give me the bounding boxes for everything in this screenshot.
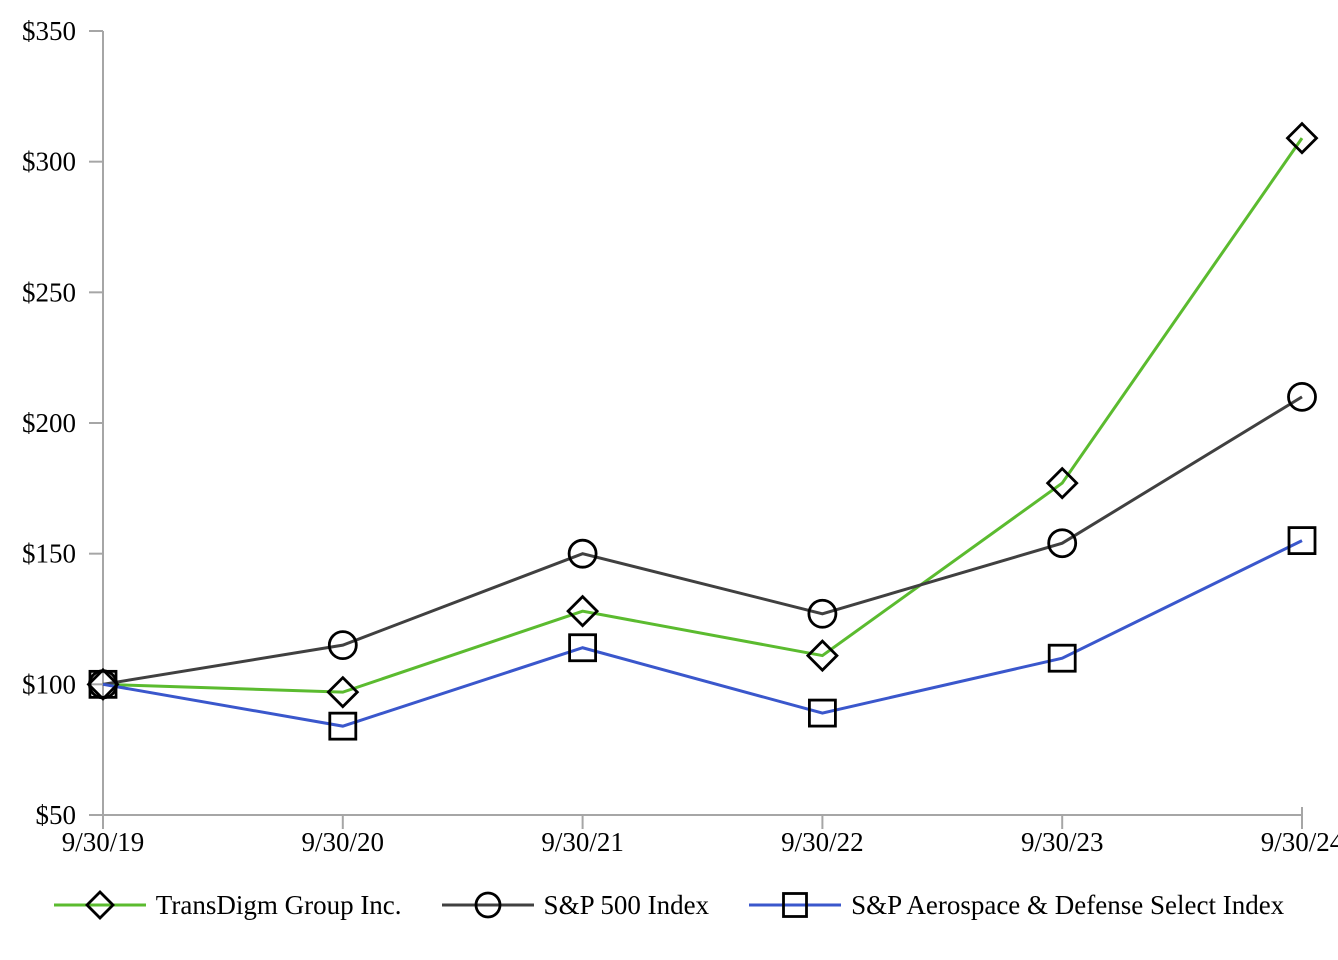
diamond-marker-transdigm <box>566 594 600 628</box>
legend-label-aerospace-defense: S&P Aerospace & Defense Select Index <box>851 889 1285 920</box>
x-axis-tick-label: 9/30/24 <box>1261 827 1338 857</box>
diamond-marker-transdigm <box>1045 466 1079 500</box>
square-marker-aerospace-defense <box>88 669 118 699</box>
circle-marker-sp500 <box>1287 381 1317 412</box>
legend-item-aerospace-defense: S&P Aerospace & Defense Select Index <box>749 888 1284 922</box>
x-axis-tick-label: 9/30/21 <box>541 827 624 857</box>
square-marker-aerospace-defense-legend <box>782 892 808 918</box>
legend-item-sp500: S&P 500 Index <box>441 888 710 922</box>
legend-label-sp500: S&P 500 Index <box>543 889 710 920</box>
diamond-marker-icon <box>53 890 146 920</box>
square-marker-aerospace-defense <box>1047 643 1077 673</box>
square-marker-icon <box>749 892 842 918</box>
circle-marker-sp500 <box>327 630 358 661</box>
x-axis-tick-label: 9/30/20 <box>302 827 385 857</box>
diamond-marker-transdigm-legend <box>84 890 115 920</box>
x-axis-tick-label: 9/30/22 <box>781 827 864 857</box>
circle-marker-sp500 <box>807 598 838 629</box>
legend: TransDigm Group Inc. S&P 500 Index S&P A… <box>0 888 1338 922</box>
legend-item-transdigm: TransDigm Group Inc. <box>53 888 402 922</box>
square-marker-aerospace-defense <box>568 633 597 663</box>
circle-marker-icon <box>441 891 534 919</box>
diamond-marker-transdigm <box>1285 121 1319 155</box>
x-axis-tick-label: 9/30/19 <box>62 827 145 857</box>
y-axis-tick-label: $250 <box>22 277 76 307</box>
circle-marker-sp500 <box>1047 528 1078 559</box>
y-axis-tick-label: $50 <box>36 800 77 830</box>
circle-marker-sp500 <box>567 538 598 569</box>
legend-label-transdigm: TransDigm Group Inc. <box>155 889 402 920</box>
square-marker-aerospace-defense <box>328 711 358 741</box>
series-line-transdigm <box>102 137 1304 694</box>
series-line-aerospace-defense <box>102 539 1303 728</box>
diamond-marker-transdigm <box>805 639 839 673</box>
square-marker-aerospace-defense <box>808 698 837 728</box>
y-axis-tick-label: $200 <box>22 408 76 438</box>
y-axis-tick-label: $100 <box>22 669 76 699</box>
diamond-marker-transdigm <box>326 675 360 709</box>
series-line-sp500 <box>102 395 1303 686</box>
square-marker-aerospace-defense <box>1287 526 1317 555</box>
circle-marker-sp500-legend <box>474 891 501 919</box>
y-axis-tick-label: $300 <box>22 147 76 177</box>
y-axis-tick-label: $150 <box>22 539 76 569</box>
x-axis-tick-label: 9/30/23 <box>1021 827 1104 857</box>
y-axis-tick-label: $350 <box>22 16 76 46</box>
